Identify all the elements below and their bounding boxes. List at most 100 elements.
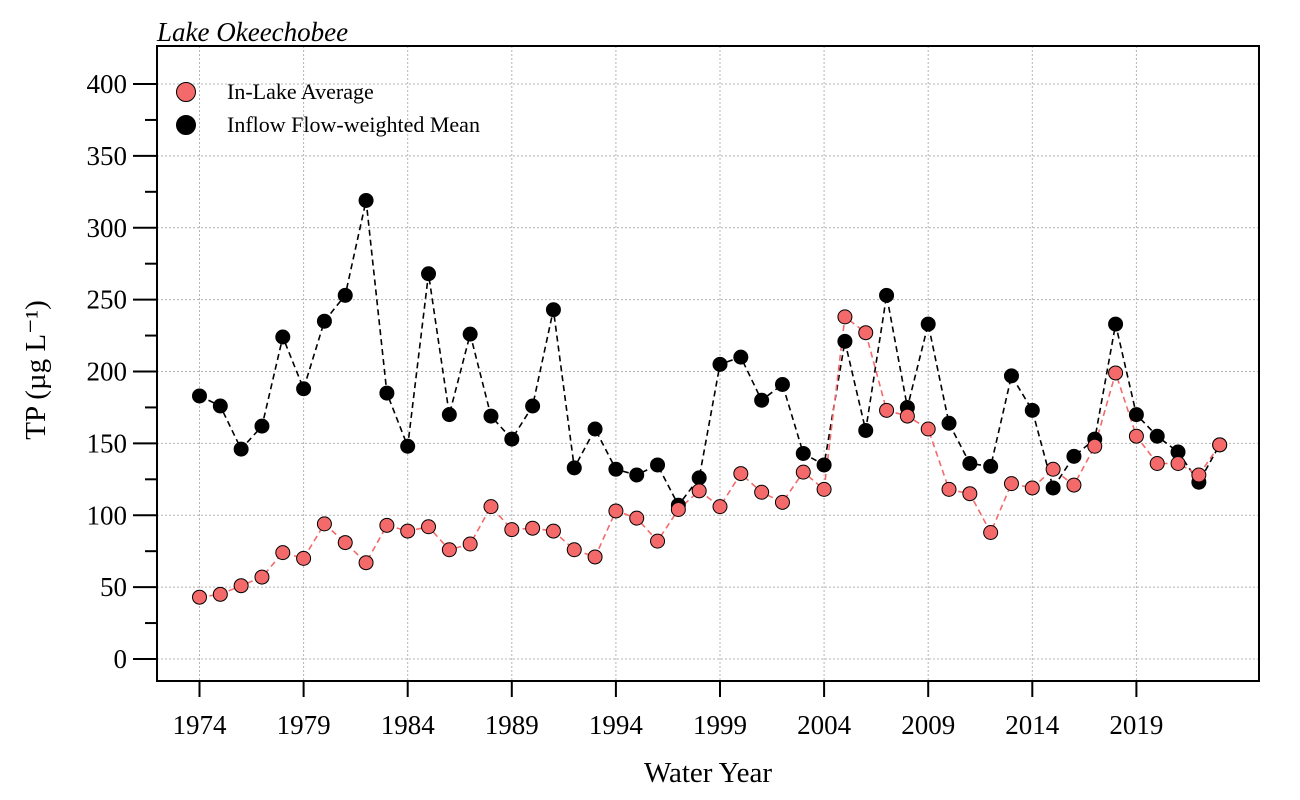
inflow-point bbox=[379, 385, 395, 401]
inflow-point bbox=[192, 388, 207, 404]
inflow-point bbox=[358, 192, 374, 208]
inflow-point bbox=[504, 431, 520, 447]
in-lake-point bbox=[337, 535, 353, 551]
in-lake-point bbox=[316, 516, 332, 532]
in-lake-point bbox=[899, 408, 915, 424]
in-lake-point bbox=[962, 486, 978, 502]
y-tick-label: 400 bbox=[87, 69, 128, 99]
in-lake-point bbox=[816, 481, 832, 497]
inflow-point bbox=[1024, 402, 1040, 418]
y-tick-label: 300 bbox=[87, 213, 128, 243]
in-lake-point bbox=[774, 494, 790, 510]
inflow-point bbox=[1128, 407, 1144, 423]
in-lake-point bbox=[587, 549, 603, 565]
inflow-point bbox=[608, 461, 624, 477]
inflow-point bbox=[462, 326, 478, 342]
chart-title: Lake Okeechobee bbox=[156, 17, 348, 47]
y-tick-label: 200 bbox=[87, 357, 128, 387]
y-tick-label: 350 bbox=[87, 141, 128, 171]
x-tick-label: 1994 bbox=[589, 710, 644, 740]
in-lake-point bbox=[1128, 428, 1144, 444]
legend-marker bbox=[176, 115, 196, 135]
x-tick-label: 1999 bbox=[693, 710, 747, 740]
in-lake-point bbox=[1170, 456, 1186, 471]
x-tick-label: 1974 bbox=[173, 710, 228, 740]
y-axis: 0 50 100 150 200 250 300 350 400 bbox=[87, 69, 157, 674]
x-tick-label: 2004 bbox=[797, 710, 852, 740]
in-lake-point bbox=[941, 481, 957, 497]
in-lake-point bbox=[1003, 476, 1019, 492]
inflow-point bbox=[296, 381, 312, 397]
in-lake-point bbox=[837, 309, 853, 325]
in-lake-point bbox=[441, 542, 457, 558]
in-lake-point bbox=[1212, 437, 1228, 453]
inflow-point bbox=[1066, 448, 1082, 464]
legend-label: In-Lake Average bbox=[227, 79, 374, 104]
inflow-point bbox=[483, 408, 499, 424]
x-tick-label: 1989 bbox=[485, 710, 539, 740]
in-lake-point bbox=[462, 536, 478, 552]
inflow-point bbox=[254, 418, 270, 434]
inflow-point bbox=[400, 438, 416, 454]
in-lake-point bbox=[858, 325, 874, 341]
in-lake-point bbox=[296, 550, 312, 566]
in-lake-point bbox=[254, 569, 270, 585]
in-lake-point bbox=[504, 522, 520, 538]
in-lake-point bbox=[545, 523, 561, 539]
inflow-point bbox=[795, 445, 811, 461]
inflow-point bbox=[774, 376, 790, 392]
inflow-point bbox=[712, 356, 728, 372]
in-lake-point bbox=[233, 578, 249, 594]
inflow-point bbox=[837, 333, 853, 349]
in-lake-point bbox=[421, 519, 437, 535]
inflow-point bbox=[587, 421, 603, 437]
x-axis: 1974 1979 1984 1989 1994 1999 2004 2009 2014 2019 bbox=[173, 681, 1163, 740]
inflow-point bbox=[941, 415, 957, 431]
in-lake-point bbox=[400, 523, 416, 539]
in-lake-point bbox=[691, 483, 707, 499]
x-tick-label: 2009 bbox=[901, 710, 955, 740]
inflow-point bbox=[1149, 428, 1165, 444]
inflow-point bbox=[733, 349, 749, 365]
in-lake-point bbox=[795, 464, 811, 480]
in-lake-point bbox=[712, 499, 728, 515]
in-lake-point bbox=[525, 520, 541, 536]
series-points bbox=[192, 192, 1228, 605]
inflow-point bbox=[337, 287, 353, 303]
y-axis-title: TP (µg L⁻¹) bbox=[20, 300, 52, 440]
in-lake-point bbox=[1087, 438, 1103, 454]
in-lake-point bbox=[358, 555, 374, 571]
y-tick-label: 100 bbox=[87, 500, 128, 530]
in-lake-point bbox=[483, 499, 499, 515]
in-lake-point bbox=[670, 502, 686, 517]
in-lake-point bbox=[920, 421, 936, 437]
in-lake-point bbox=[879, 402, 895, 418]
legend-label: Inflow Flow-weighted Mean bbox=[227, 112, 480, 137]
in-lake-point bbox=[1045, 461, 1061, 477]
inflow-point bbox=[441, 407, 457, 423]
legend: In-Lake Average Inflow Flow-weighted Mean bbox=[176, 79, 480, 137]
x-axis-title: Water Year bbox=[644, 757, 772, 789]
in-lake-point bbox=[566, 542, 582, 558]
inflow-point bbox=[983, 458, 999, 474]
in-lake-point bbox=[1024, 480, 1040, 496]
in-lake-point bbox=[192, 589, 207, 605]
x-tick-label: 1979 bbox=[277, 710, 331, 740]
inflow-point bbox=[233, 441, 249, 457]
y-tick-label: 250 bbox=[87, 285, 128, 315]
in-lake-point bbox=[983, 525, 999, 540]
series-line-1 bbox=[199, 200, 1221, 507]
inflow-point bbox=[962, 456, 978, 471]
inflow-point bbox=[1045, 480, 1061, 496]
in-lake-point bbox=[733, 466, 749, 482]
y-tick-label: 0 bbox=[114, 644, 128, 674]
inflow-point bbox=[629, 467, 645, 483]
in-lake-point bbox=[1066, 477, 1082, 493]
inflow-point bbox=[754, 392, 770, 408]
in-lake-point bbox=[1108, 365, 1124, 381]
y-tick-label: 50 bbox=[100, 572, 127, 602]
in-lake-point bbox=[379, 517, 395, 533]
inflow-point bbox=[650, 457, 666, 473]
plot-frame bbox=[156, 45, 1260, 682]
